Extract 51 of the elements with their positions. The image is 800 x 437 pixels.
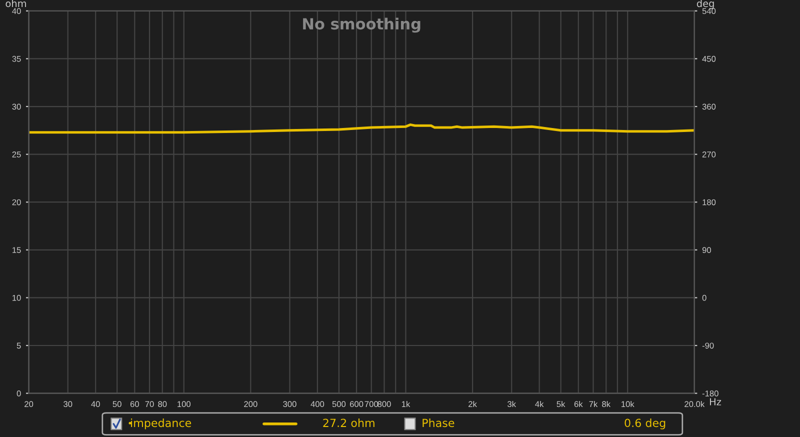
x-axis-title: Hz	[710, 398, 722, 406]
x-tick-label: 700	[364, 401, 378, 408]
y2-tick-label: 270	[702, 152, 716, 158]
text: 27.2 ohm	[323, 418, 374, 428]
x-tick-label: 30	[64, 401, 72, 408]
chart-title: No smoothing	[303, 18, 420, 33]
y2-tick-label: 360	[702, 104, 716, 110]
y-tick-label: 10	[12, 294, 21, 301]
x-tick-label: 3k	[508, 400, 516, 408]
x-tick-label: 2k	[468, 400, 477, 407]
text: 0.6 deg	[624, 418, 666, 430]
y2-tick-label: 0	[702, 294, 706, 301]
y-tick-label: 20	[12, 199, 21, 206]
x-tick-label: 20	[24, 401, 34, 408]
x-tick-label: 50	[112, 401, 122, 408]
x-tick-label: 80	[158, 401, 167, 408]
y-tick-label: 5	[16, 342, 21, 349]
x-tick-label: 8k	[602, 400, 611, 408]
x-tick-label: 400	[310, 401, 324, 408]
x-tick-label: 70	[145, 401, 154, 408]
x-tick-label: 100	[178, 401, 191, 408]
x-tick-label: 200	[244, 401, 258, 408]
x-tick-label: 6k	[574, 400, 583, 408]
y-tick-label: 35	[12, 56, 21, 62]
legend-label: impedance	[131, 418, 192, 430]
y-tick-label: 15	[12, 247, 21, 254]
x-tick-label: 300	[283, 401, 296, 408]
x-tick-label: 800	[378, 401, 391, 408]
x-tick-label: 1k	[402, 400, 410, 407]
y-tick-label: 30	[12, 104, 21, 110]
x-tick-label: 40	[91, 401, 100, 408]
x-tick-label: 4k	[535, 400, 544, 407]
y2-tick-label: 540	[702, 8, 716, 14]
x-tick-label: 60	[130, 401, 139, 408]
y2-tick-label: 180	[702, 199, 716, 206]
y-tick-label: 40	[12, 8, 21, 14]
y2-tick-label: -90	[702, 342, 714, 349]
text: Phase	[422, 418, 454, 428]
x-tick-label: 600	[350, 401, 364, 408]
y-axis-title: ohm	[6, 0, 26, 8]
y-tick-label: 25	[12, 152, 21, 158]
x-tick-label: 500	[332, 401, 346, 408]
y-tick-label: 0	[16, 390, 21, 396]
x-tick-label: 20.0k	[684, 400, 705, 408]
x-tick-label: 7k	[589, 400, 598, 407]
x-tick-label: 10k	[622, 400, 634, 408]
y2-tick-label: 450	[702, 56, 716, 62]
y2-tick-label: -180	[702, 390, 718, 396]
y2-axis-title: deg	[696, 0, 714, 10]
y2-tick-label: 90	[702, 247, 711, 254]
x-tick-label: 5k	[556, 400, 566, 408]
